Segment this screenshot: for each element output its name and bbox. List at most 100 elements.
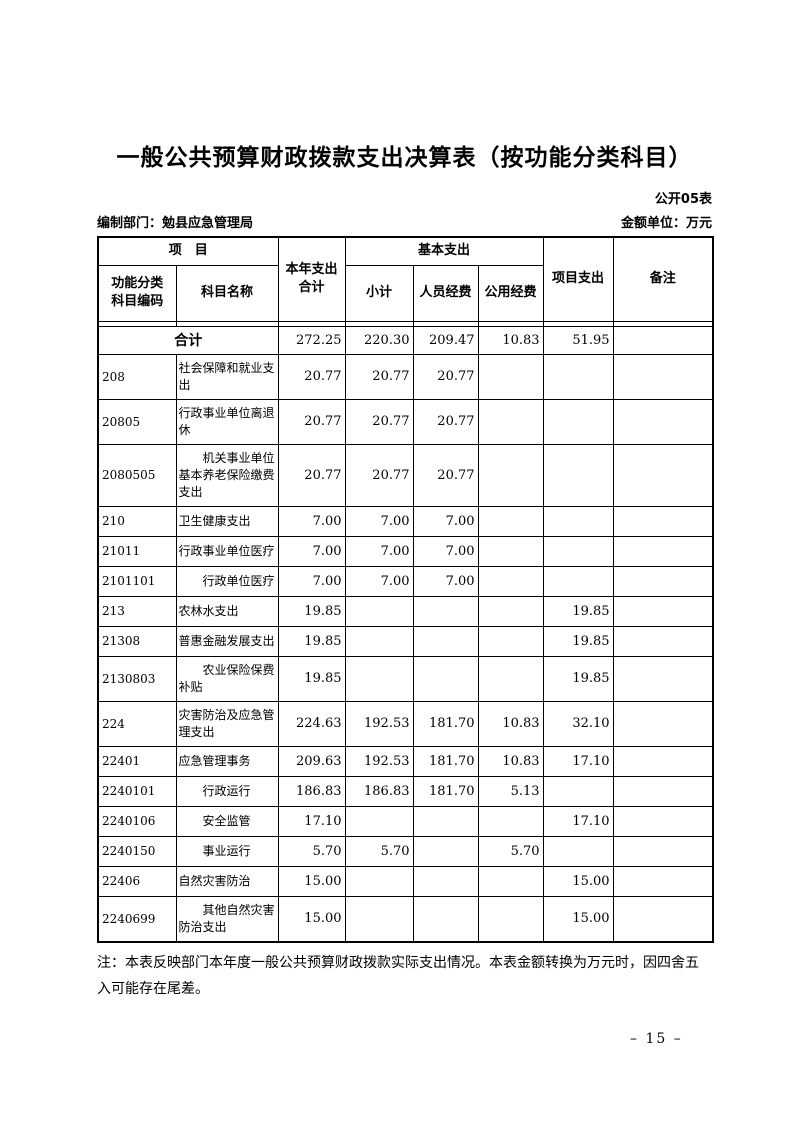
- personnel-expense-cell: [412, 895, 479, 942]
- header-row-2: 功能分类 科目编码 科目名称 小计 人员经费 公用经费: [97, 264, 713, 322]
- remark-cell: [612, 398, 714, 445]
- basic-subtotal-cell: 220.30: [344, 325, 414, 355]
- table-row: 21308 普惠金融发展支出 19.85 19.85: [97, 625, 714, 657]
- subject-name-cell: 灾害防治及应急管理支出: [175, 700, 279, 747]
- project-expense-cell: 19.85: [542, 655, 614, 702]
- annual-total-cell: 224.63: [277, 700, 346, 747]
- subject-name-cell: 其他自然灾害防治支出: [175, 895, 279, 942]
- remark-cell: [612, 325, 714, 355]
- subject-name-cell: 卫生健康支出: [175, 505, 279, 537]
- header-personnel-expense: 人员经费: [412, 264, 479, 322]
- personnel-expense-cell: [412, 835, 479, 867]
- personnel-expense-cell: [412, 595, 479, 627]
- annual-total-cell: 20.77: [277, 398, 346, 445]
- page-title: 一般公共预算财政拨款支出决算表（按功能分类科目）: [116, 145, 693, 171]
- personnel-expense-cell: 20.77: [412, 353, 479, 400]
- project-expense-cell: [542, 505, 614, 537]
- annual-total-cell: 19.85: [277, 655, 346, 702]
- remark-cell: [612, 745, 714, 777]
- public-expense-cell: 10.83: [477, 745, 544, 777]
- annual-total-cell: 209.63: [277, 745, 346, 777]
- header-function-code: 功能分类 科目编码: [97, 264, 177, 322]
- document-page: 一般公共预算财政拨款支出决算表（按功能分类科目） 公开05表 编制部门：勉县应急…: [97, 0, 715, 1002]
- subject-name-cell: 事业运行: [175, 835, 279, 867]
- basic-subtotal-cell: 20.77: [344, 353, 414, 400]
- basic-subtotal-cell: 20.77: [344, 443, 414, 507]
- project-expense-cell: 19.85: [542, 595, 614, 627]
- table-row: 224 灾害防治及应急管理支出 224.63 192.53 181.70 10.…: [97, 700, 714, 747]
- project-expense-cell: [542, 443, 614, 507]
- subject-name-cell: 农林水支出: [175, 595, 279, 627]
- header-item: 项 目: [97, 236, 279, 266]
- subject-name-cell: 行政运行: [175, 775, 279, 807]
- code-cell: 208: [97, 353, 177, 400]
- public-expense-cell: 10.83: [477, 325, 544, 355]
- project-expense-cell: 17.10: [542, 745, 614, 777]
- annual-total-cell: 17.10: [277, 805, 346, 837]
- table-header: 项 目 本年支出 合计 基本支出 项目支出 备注 功能分类 科目编码 科目名称 …: [97, 236, 714, 322]
- note-text: 注：本表反映部门本年度一般公共预算财政拨款实际支出情况。本表金额转换为万元时，因…: [97, 954, 699, 997]
- basic-subtotal-cell: 5.70: [344, 835, 414, 867]
- public-expense-cell: [477, 443, 544, 507]
- remark-cell: [612, 443, 714, 507]
- remark-cell: [612, 353, 714, 400]
- project-expense-cell: [542, 775, 614, 807]
- header-subject-name: 科目名称: [175, 264, 279, 322]
- table-body: 合计 272.25 220.30 209.47 10.83 51.95 208 …: [97, 320, 714, 942]
- project-expense-cell: [542, 398, 614, 445]
- project-expense-cell: 15.00: [542, 865, 614, 897]
- subject-name-cell: 自然灾害防治: [175, 865, 279, 897]
- public-expense-cell: [477, 655, 544, 702]
- remark-cell: [612, 625, 714, 657]
- project-expense-cell: [542, 353, 614, 400]
- annual-total-cell: 19.85: [277, 625, 346, 657]
- table-row: 22406 自然灾害防治 15.00 15.00: [97, 865, 714, 897]
- annual-total-cell: 186.83: [277, 775, 346, 807]
- personnel-expense-cell: 181.70: [412, 745, 479, 777]
- code-cell: 2240101: [97, 775, 177, 807]
- public-expense-cell: [477, 805, 544, 837]
- basic-subtotal-cell: [344, 625, 414, 657]
- table-row: 22401 应急管理事务 209.63 192.53 181.70 10.83 …: [97, 745, 714, 777]
- subject-name-cell: 普惠金融发展支出: [175, 625, 279, 657]
- personnel-expense-cell: [412, 625, 479, 657]
- personnel-expense-cell: 7.00: [412, 535, 479, 567]
- remark-cell: [612, 565, 714, 597]
- public-expense-cell: [477, 535, 544, 567]
- unit-label: 金额单位：万元: [620, 216, 712, 231]
- public-expense-cell: [477, 398, 544, 445]
- subject-name-cell: 社会保障和就业支出: [175, 353, 279, 400]
- code-cell: 22401: [97, 745, 177, 777]
- basic-subtotal-cell: [344, 655, 414, 702]
- public-expense-cell: [477, 865, 544, 897]
- form-number-label: 公开05表: [654, 192, 712, 207]
- basic-subtotal-cell: 192.53: [344, 700, 414, 747]
- public-expense-cell: 5.70: [477, 835, 544, 867]
- personnel-expense-cell: 7.00: [412, 505, 479, 537]
- project-expense-cell: 19.85: [542, 625, 614, 657]
- code-cell: 2240699: [97, 895, 177, 942]
- header-row-1: 项 目 本年支出 合计 基本支出 项目支出 备注: [97, 236, 714, 322]
- public-expense-cell: [477, 565, 544, 597]
- annual-total-cell: 5.70: [277, 835, 346, 867]
- public-expense-cell: 10.83: [477, 700, 544, 747]
- code-cell: 20805: [97, 398, 177, 445]
- header-remark: 备注: [612, 236, 714, 322]
- subject-name-cell: 行政事业单位医疗: [175, 535, 279, 567]
- personnel-expense-cell: [412, 655, 479, 702]
- annual-total-cell: 7.00: [277, 535, 346, 567]
- header-project-expense: 项目支出: [542, 236, 614, 322]
- code-cell: 22406: [97, 865, 177, 897]
- table-row: 210 卫生健康支出 7.00 7.00 7.00: [97, 505, 714, 537]
- basic-subtotal-cell: 20.77: [344, 398, 414, 445]
- table-row: 213 农林水支出 19.85 19.85: [97, 595, 714, 627]
- remark-cell: [612, 535, 714, 567]
- basic-subtotal-cell: 7.00: [344, 505, 414, 537]
- code-cell: 2240106: [97, 805, 177, 837]
- basic-subtotal-cell: [344, 595, 414, 627]
- code-cell: 2080505: [97, 443, 177, 507]
- code-cell: 224: [97, 700, 177, 747]
- subject-name-cell: 安全监管: [175, 805, 279, 837]
- project-expense-cell: 51.95: [542, 325, 614, 355]
- table-row: 2130803 农业保险保费补贴 19.85 19.85: [97, 655, 714, 702]
